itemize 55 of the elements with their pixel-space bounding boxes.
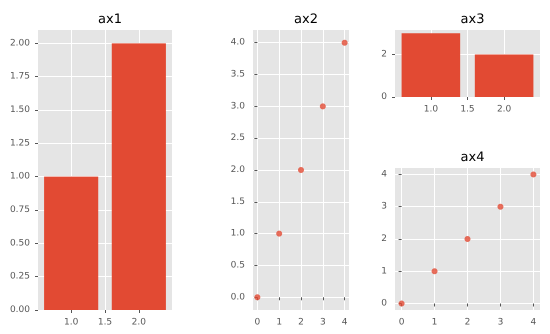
y-tick-label: 1.00	[10, 172, 30, 182]
x-tick-label: 1.0	[64, 318, 79, 328]
y-tick-label: 1.0	[230, 228, 246, 239]
point	[432, 268, 438, 274]
y-tick-label: 1	[381, 266, 387, 276]
y-tick-label: 4.0	[230, 38, 246, 48]
x-tick-label: 2.0	[496, 104, 512, 114]
x-tick-label: 1.5	[460, 104, 475, 114]
point	[320, 103, 326, 110]
x-tick-label: 0	[398, 318, 405, 328]
x-tick-label: 4	[342, 318, 348, 328]
y-tick-label: 2.0	[230, 165, 246, 175]
y-tick-label: 4	[381, 169, 388, 180]
y-tick-label: 2.5	[230, 133, 245, 144]
x-tick-label: 2.0	[132, 318, 146, 328]
y-tick-label: 3.0	[230, 101, 246, 112]
x-tick-label: 0	[254, 318, 260, 328]
x-tick-label: 1.0	[424, 104, 438, 114]
y-tick-label: 2	[381, 49, 387, 60]
x-tick-label: 1	[276, 318, 282, 328]
y-tick-label: 0.50	[10, 238, 30, 248]
point	[497, 204, 504, 210]
chart-title: ax1	[98, 12, 122, 27]
point	[254, 294, 260, 300]
y-tick-label: 1.25	[10, 138, 30, 148]
y-tick-label: 0.0	[230, 292, 246, 302]
point	[342, 40, 348, 46]
y-tick-label: 2	[381, 234, 387, 244]
y-tick-label: 1.50	[10, 105, 30, 115]
point	[298, 167, 304, 173]
y-tick-label: 0.00	[10, 305, 30, 315]
x-tick-label: 1.5	[98, 318, 112, 328]
point	[398, 300, 405, 307]
y-tick-label: 3.5	[230, 70, 245, 80]
x-tick-label: 2	[464, 318, 470, 328]
y-tick-label: 1.5	[230, 196, 245, 207]
x-tick-label: 3	[320, 318, 326, 328]
chart-title: ax4	[460, 150, 484, 165]
y-tick-label: 0	[381, 92, 388, 102]
y-tick-label: 1.75	[10, 72, 30, 82]
point	[276, 230, 282, 237]
chart-title: ax2	[294, 12, 318, 27]
y-tick-label: 0	[381, 298, 388, 309]
point	[530, 171, 536, 178]
x-tick-label: 4	[530, 318, 537, 328]
y-tick-label: 0.5	[230, 260, 245, 270]
x-tick-label: 1	[432, 318, 438, 328]
x-tick-label: 3	[498, 318, 504, 328]
y-tick-label: 0.25	[10, 272, 30, 282]
chart-title: ax3	[460, 12, 484, 27]
point	[464, 236, 470, 242]
x-tick-label: 2	[298, 318, 304, 328]
y-tick-label: 2.00	[10, 38, 30, 48]
y-tick-label: 3	[381, 202, 387, 212]
y-tick-label: 0.75	[10, 205, 30, 215]
